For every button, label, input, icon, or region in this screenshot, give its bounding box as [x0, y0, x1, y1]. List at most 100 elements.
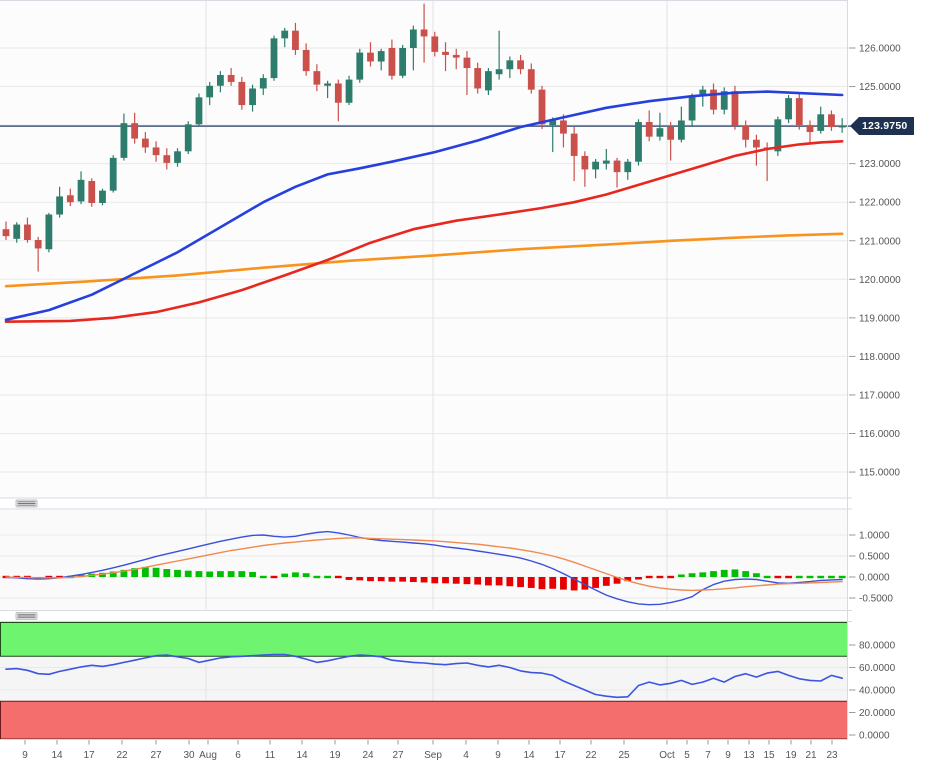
price-axis-label: 120.0000: [859, 275, 901, 286]
macd-signal-line: [5, 537, 843, 592]
time-axis-label: 13: [743, 750, 755, 761]
candle-up: [120, 123, 128, 158]
candle-up: [817, 114, 825, 131]
candle-down: [367, 52, 374, 62]
candle-up: [485, 71, 492, 91]
macd-axis-label: 1.0000: [859, 531, 890, 542]
candle-up: [399, 48, 407, 76]
macd-histogram-bar-up: [249, 571, 256, 577]
macd-histogram-bar-up: [828, 575, 835, 579]
candle-down: [442, 51, 449, 55]
candle-down: [141, 138, 149, 148]
macd-histogram-bar-down: [527, 577, 535, 588]
candle-down: [88, 180, 96, 203]
macd-histogram-bar-up: [720, 569, 728, 577]
candle-up: [495, 69, 503, 75]
macd-histogram-bar-up: [152, 567, 160, 577]
candle-up: [217, 74, 224, 86]
candle-up: [174, 151, 181, 163]
macd-histogram-bar-down: [538, 577, 546, 590]
time-axis-label: 9: [22, 750, 28, 761]
candle-down: [2, 229, 10, 237]
macd-histogram-bar-up: [99, 572, 106, 577]
panel-separator-2: [0, 610, 925, 622]
macd-histogram-bar-down: [442, 577, 449, 584]
macd-histogram-bar-down: [367, 577, 374, 582]
candle-down: [645, 122, 653, 137]
price-panel-surface[interactable]: [0, 0, 848, 497]
candle-down: [431, 36, 439, 52]
candle-down: [613, 160, 621, 173]
macd-histogram-bar-down: [785, 575, 792, 579]
candle-up: [549, 120, 557, 126]
candle-up: [624, 161, 632, 173]
macd-histogram-bar-up: [302, 573, 310, 577]
macd-histogram-bar-down: [592, 577, 599, 588]
candle-down: [560, 120, 567, 134]
candle-down: [334, 83, 342, 103]
candle-down: [131, 123, 139, 139]
macd-histogram-bar-up: [109, 571, 117, 577]
macd-histogram-bar-up: [292, 572, 299, 577]
candle-down: [227, 74, 235, 82]
price-axis-label: 118.0000: [859, 352, 900, 363]
candle-down: [463, 57, 471, 69]
candle-up: [356, 52, 364, 80]
macd-histogram-bar-down: [645, 575, 653, 579]
candle-down: [795, 98, 803, 126]
macd-panel-surface[interactable]: [0, 510, 848, 610]
overbought-band: [0, 622, 848, 657]
separator-strip: [0, 610, 925, 622]
candle-down: [581, 155, 589, 170]
candle-up: [688, 96, 696, 121]
time-axis-label: Sep: [424, 750, 442, 761]
time-axis-label: 23: [826, 750, 838, 761]
candle-down: [474, 68, 482, 89]
badge-arrow-icon: [850, 117, 859, 135]
candle-up: [249, 88, 256, 106]
candle-up: [324, 83, 331, 86]
candle-down: [66, 195, 74, 203]
candle-up: [56, 196, 63, 215]
macd-histogram-bar-up: [763, 575, 771, 579]
candle-down: [163, 155, 171, 163]
macd-histogram-bar-down: [667, 575, 675, 579]
candle-up: [13, 224, 21, 239]
macd-axis-label: 0.0000: [859, 573, 890, 584]
macd-histogram-bar-down: [602, 577, 610, 586]
macd-histogram-bar-up: [838, 575, 846, 579]
macd-axis-label: 0.5000: [859, 552, 890, 563]
macd-axis-label: -0.5000: [859, 594, 893, 605]
rsi-axis-label: 60.0000: [859, 663, 896, 674]
macd-histogram-bar-down: [485, 577, 492, 586]
candle-up: [699, 89, 707, 97]
candle-up: [109, 157, 117, 191]
candle-down: [24, 224, 31, 240]
candle-up: [99, 190, 106, 203]
candle-down: [570, 133, 578, 156]
candle-up: [506, 60, 514, 70]
candle-down: [517, 60, 524, 70]
price-axis-label: 126.0000: [859, 44, 901, 55]
candle-up: [345, 79, 353, 103]
macd-histogram-bar-down: [656, 575, 664, 579]
price-axis-label: 125.0000: [859, 82, 901, 93]
price-axis-label: 121.0000: [859, 236, 901, 247]
macd-histogram-bar-down: [388, 577, 396, 582]
macd-histogram-bar-down: [345, 577, 353, 580]
oversold-band: [0, 700, 848, 740]
candle-up: [602, 160, 610, 164]
macd-histogram-bar-down: [409, 577, 417, 583]
candle-down: [742, 125, 750, 140]
time-axis-label: 27: [392, 750, 404, 761]
candle-down: [828, 114, 835, 128]
time-axis-label: 22: [116, 750, 128, 761]
time-axis-label: 22: [585, 750, 597, 761]
macd-histogram-bar-up: [753, 573, 760, 577]
time-axis-label: 14: [523, 750, 535, 761]
macd-histogram-bar-down: [495, 577, 503, 586]
macd-histogram-bar-up: [313, 575, 321, 579]
price-axis-label: 115.0000: [859, 468, 900, 479]
